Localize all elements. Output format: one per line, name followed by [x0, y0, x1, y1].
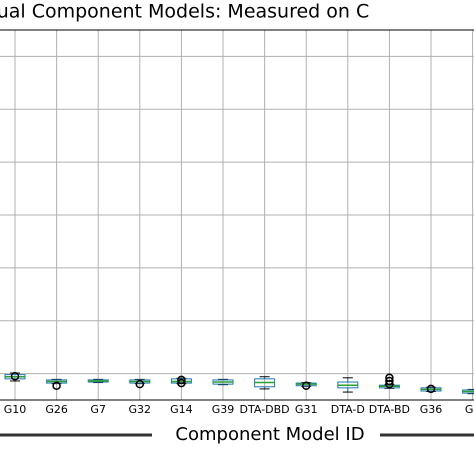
- flier: [385, 376, 394, 386]
- flier: [177, 378, 186, 388]
- x-tick-label: DTA-DBD: [240, 403, 290, 416]
- flier: [52, 381, 61, 390]
- flier: [426, 384, 436, 394]
- chart-title: dividual Component Models: Measured on C: [0, 1, 369, 23]
- x-tick-label: G26: [45, 403, 68, 416]
- x-tick-label: DTA-D: [331, 403, 365, 416]
- flier: [10, 371, 20, 381]
- x-tick-label: G7: [90, 403, 106, 416]
- x-tick-label: G36: [420, 403, 443, 416]
- x-tick-label: G39: [212, 403, 235, 416]
- x-tick-label: G3: [465, 403, 474, 416]
- x-tick-label: G10: [4, 403, 27, 416]
- x-tick-label: G14: [170, 403, 193, 416]
- x-tick-label: G32: [129, 403, 152, 416]
- plot-frame: [0, 29, 474, 401]
- flier: [385, 379, 394, 389]
- x-tick-label: G31: [295, 403, 318, 416]
- flier: [301, 381, 311, 390]
- x-tick-label: DTA-BD: [369, 403, 410, 416]
- flier: [135, 379, 145, 389]
- flier: [177, 375, 186, 385]
- x-axis-label: Component Model ID: [175, 424, 364, 445]
